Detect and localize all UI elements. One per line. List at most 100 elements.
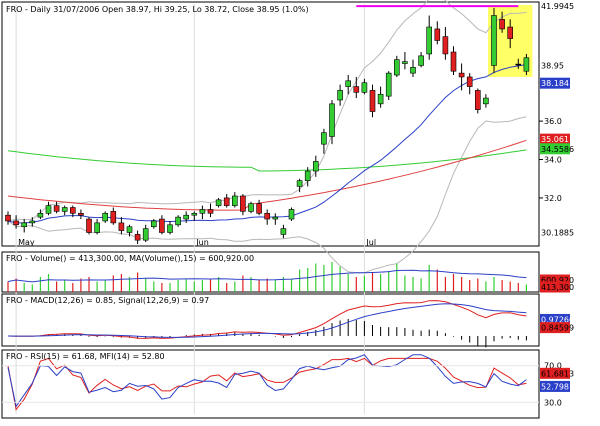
candle-body	[126, 226, 133, 233]
candle	[329, 100, 335, 145]
candle	[434, 21, 441, 45]
candle-body	[159, 218, 165, 233]
price-tag-bg	[540, 59, 570, 71]
candle-body	[410, 67, 416, 74]
price-tag-bg	[540, 0, 570, 12]
candle-body	[304, 170, 311, 181]
candle-body	[483, 97, 489, 105]
candle	[280, 224, 287, 239]
candle	[385, 71, 392, 100]
candle	[86, 217, 92, 235]
candle	[491, 7, 497, 74]
macd-tag: 0.972668	[540, 313, 579, 325]
candle	[426, 15, 433, 60]
candle	[175, 215, 181, 227]
candle	[304, 167, 311, 187]
candle-body	[288, 209, 295, 220]
candle	[312, 155, 319, 177]
candle-body	[53, 205, 60, 212]
candle	[483, 94, 489, 108]
candle	[321, 128, 327, 154]
price-tag: 38.95	[540, 59, 570, 71]
candle	[523, 53, 530, 76]
candle-body	[70, 207, 76, 214]
volume-tag: 413,300	[540, 281, 574, 293]
candle-body	[491, 15, 497, 66]
candle-body	[86, 218, 92, 233]
candle	[474, 88, 481, 114]
candle	[53, 201, 60, 214]
candle	[167, 220, 173, 235]
candle-body	[232, 195, 238, 206]
candle-body	[458, 72, 465, 78]
candle-body	[215, 199, 222, 206]
candle	[159, 215, 165, 235]
candle	[78, 209, 84, 220]
macd-tag-bg	[540, 322, 570, 334]
macd-tag-text: 0.972668	[541, 315, 579, 324]
price-tag: 34.5586	[540, 143, 574, 155]
rsi-tag: 61.6813	[540, 367, 574, 379]
candle-body	[13, 220, 19, 226]
candle	[94, 219, 100, 235]
rsi-label: FRO - RSI(15) = 61.68, MFI(14) = 52.80	[6, 352, 165, 361]
candle-body	[321, 132, 327, 145]
price-tag: 38.184	[540, 77, 570, 89]
candle	[29, 217, 36, 227]
candle	[499, 11, 505, 33]
candle	[110, 207, 117, 225]
price-tag-bg	[540, 143, 570, 155]
price-tick-label: 32.0	[544, 194, 562, 203]
candle-body	[118, 222, 125, 231]
rsi-tick-label: 30.0	[544, 398, 562, 407]
rsi-panel-frame	[1, 349, 540, 419]
candle-body	[337, 90, 343, 101]
candle-body	[191, 212, 198, 216]
candle-body	[5, 214, 11, 222]
candle-body	[199, 209, 206, 214]
price-tag-bg	[540, 227, 570, 239]
price-tick-label: 36.0	[544, 117, 562, 126]
candle	[418, 52, 424, 68]
candle-body	[256, 203, 262, 214]
candle	[191, 211, 198, 221]
candlesticks	[5, 7, 530, 244]
candle-body	[37, 212, 44, 218]
candle	[393, 55, 400, 77]
candle-body	[29, 220, 36, 224]
candle-body	[369, 90, 376, 112]
candle-body	[21, 222, 28, 228]
candle-body	[142, 228, 149, 241]
mfi-line	[7, 354, 527, 408]
candle-body	[393, 59, 400, 76]
candle-body	[110, 211, 117, 224]
candle-body	[94, 222, 100, 233]
candle-body	[183, 214, 189, 220]
price-tag-text: 38.184	[541, 79, 569, 88]
candle-body	[312, 161, 319, 172]
bollinger-upper	[7, 0, 527, 222]
candle	[232, 192, 238, 208]
candle-body	[45, 205, 52, 214]
candle	[402, 52, 408, 70]
candle	[256, 199, 262, 216]
candle-body	[474, 90, 481, 110]
price-tick-label: 34.0	[544, 156, 562, 165]
candle	[507, 19, 514, 49]
macd-tag-text: 0.84599	[541, 324, 574, 333]
candle	[142, 224, 149, 243]
month-label: Jun	[195, 238, 209, 247]
candle	[13, 215, 19, 229]
candle	[345, 75, 352, 95]
volume-tag-bg	[540, 274, 570, 286]
candle	[288, 207, 295, 221]
volume-tag-text: 600,920	[541, 276, 574, 285]
candle	[442, 27, 449, 60]
volume-tag-bg	[540, 281, 570, 293]
candle	[215, 197, 222, 208]
macd-label: FRO - MACD(12,26) = 0.85, Signal(12,26,9…	[6, 296, 209, 305]
price-tag-text: 38.95	[541, 61, 564, 70]
candle-body	[353, 86, 360, 93]
candle-body	[280, 228, 287, 235]
